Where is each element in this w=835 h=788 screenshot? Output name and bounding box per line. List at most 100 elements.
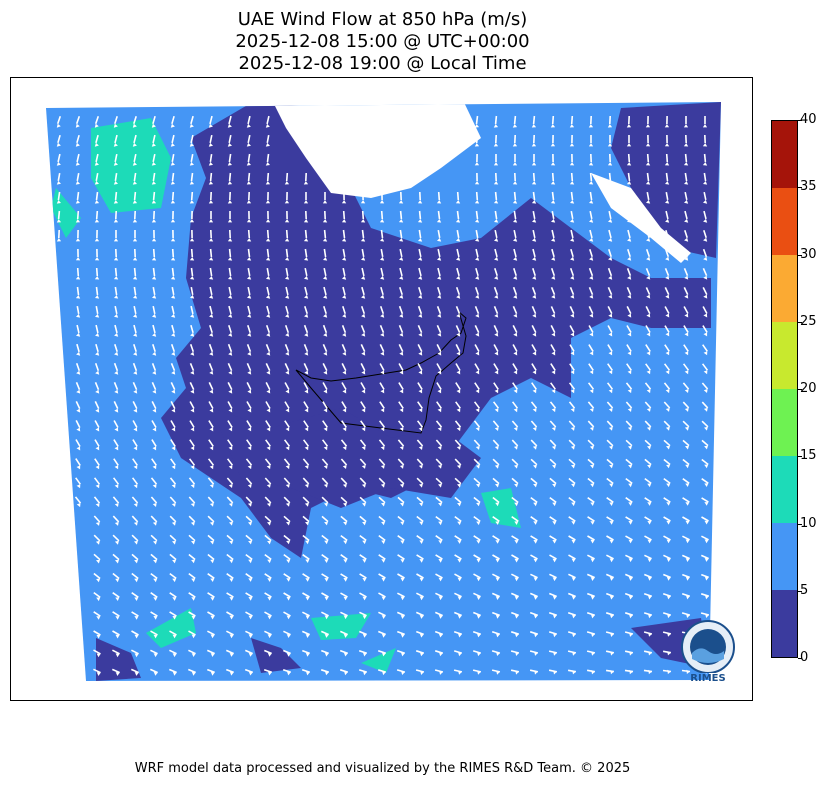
wind-arrow — [57, 134, 61, 144]
wind-arrow-head — [419, 615, 424, 619]
wind-arrow-head — [191, 671, 196, 676]
wind-arrow-head — [56, 161, 61, 166]
wind-arrow — [551, 191, 555, 201]
wind-arrow-head — [114, 332, 119, 337]
wind-arrow-head — [513, 275, 518, 280]
wind-arrow-head — [362, 502, 366, 507]
wind-arrow-head — [228, 370, 233, 375]
wind-arrow — [435, 535, 443, 541]
wind-arrow-head — [418, 294, 423, 299]
wind-arrow — [398, 363, 404, 371]
wind-arrow — [188, 458, 196, 466]
wind-arrow-head — [228, 502, 233, 507]
wind-arrow-head — [172, 653, 177, 658]
wind-arrow-head — [704, 595, 709, 600]
wind-arrow-head — [532, 256, 537, 261]
wind-arrow-head — [304, 465, 309, 469]
wind-arrow — [587, 592, 595, 598]
wind-arrow — [684, 229, 688, 239]
colorbar-tick-label: 25 — [800, 313, 817, 329]
wind-arrow-head — [684, 294, 689, 299]
wind-arrow-head — [495, 577, 500, 582]
wind-arrow-head — [609, 502, 614, 506]
rimes-logo: RIMES — [676, 617, 740, 689]
wind-arrow — [93, 572, 101, 580]
wind-arrow-head — [608, 218, 613, 223]
wind-arrow-head — [570, 370, 575, 375]
wind-arrow-head — [342, 427, 347, 432]
wind-arrow — [359, 534, 367, 542]
wind-arrow-head — [419, 540, 424, 544]
wind-arrow-head — [305, 578, 310, 582]
wind-arrow — [264, 496, 272, 504]
wind-arrow — [662, 592, 672, 598]
wind-arrow-head — [190, 484, 195, 489]
wind-arrow — [244, 649, 254, 655]
wind-arrow-head — [648, 614, 652, 619]
wind-arrow-head — [208, 219, 214, 223]
wind-arrow — [209, 153, 213, 163]
wind-arrow-head — [533, 502, 538, 507]
wind-arrow-head — [132, 219, 138, 223]
wind-arrow — [207, 496, 215, 504]
wind-arrow-head — [513, 237, 518, 242]
wind-arrow-head — [342, 313, 347, 318]
wind-arrow-head — [115, 634, 120, 639]
wind-arrow — [171, 324, 175, 334]
wind-arrow-head — [534, 670, 538, 675]
wind-arrow-head — [532, 351, 537, 356]
wind-arrow — [226, 534, 234, 542]
wind-arrow — [435, 592, 443, 598]
wind-arrow-head — [514, 483, 518, 488]
wind-arrow — [549, 458, 557, 466]
wind-arrow-head — [171, 465, 176, 470]
wind-arrow — [473, 458, 481, 466]
wind-arrow-head — [342, 294, 347, 299]
wind-arrow-head — [533, 521, 538, 525]
wind-arrow — [530, 458, 538, 466]
wind-arrow-head — [285, 427, 290, 432]
wind-arrow — [549, 420, 557, 428]
wind-arrow-head — [476, 633, 481, 638]
wind-arrow-head — [703, 294, 708, 299]
wind-arrow-head — [419, 559, 424, 563]
wind-arrow — [266, 229, 270, 239]
wind-arrow-head — [550, 200, 556, 204]
wind-arrow-head — [399, 351, 404, 356]
wind-arrow-head — [133, 332, 138, 337]
wind-arrow — [207, 477, 215, 485]
wind-arrow — [492, 496, 500, 504]
wind-arrow — [284, 343, 290, 353]
wind-arrow — [436, 363, 442, 371]
wind-arrow — [208, 362, 214, 372]
wind-arrow-head — [570, 427, 575, 431]
wind-arrow — [530, 535, 538, 541]
wind-arrow — [435, 420, 443, 428]
colorbar-band — [772, 389, 797, 456]
wind-arrow-head — [495, 614, 500, 619]
wind-arrow-head — [341, 200, 347, 204]
wind-arrow-head — [228, 427, 233, 432]
wind-arrow-head — [513, 427, 518, 431]
wind-arrow-head — [286, 521, 290, 526]
wind-arrow-head — [248, 559, 253, 564]
wind-arrow — [75, 401, 81, 409]
wind-arrow-head — [284, 238, 290, 242]
wind-arrow — [112, 534, 120, 542]
wind-arrow-head — [515, 670, 519, 675]
wind-arrow-head — [589, 389, 594, 394]
wind-arrow-head — [665, 181, 670, 185]
wind-arrow-head — [115, 559, 119, 564]
wind-arrow-head — [627, 237, 632, 242]
wind-arrow — [417, 305, 423, 315]
wind-arrow — [492, 535, 500, 541]
wind-arrow — [682, 478, 690, 484]
wind-arrow — [396, 611, 406, 617]
wind-arrow — [133, 134, 137, 144]
wind-arrow — [416, 420, 424, 428]
wind-arrow — [434, 630, 444, 636]
wind-arrow-head — [94, 123, 99, 128]
wind-arrow — [492, 554, 500, 560]
wind-arrow-head — [94, 219, 100, 223]
wind-arrow-head — [285, 389, 290, 394]
